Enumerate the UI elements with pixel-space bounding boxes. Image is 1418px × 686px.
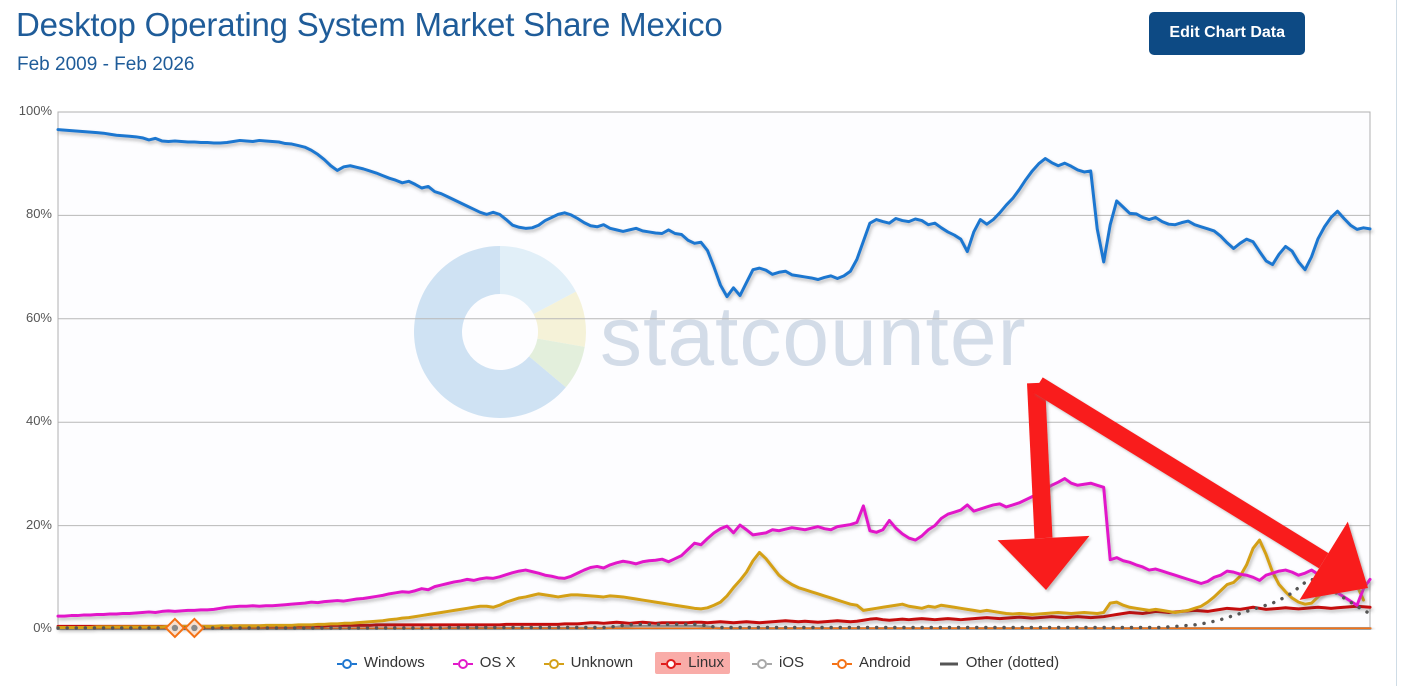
chart-plot-area: 0% 20% 40% 60% 80% 100% statcounter xyxy=(0,95,1396,640)
legend-item-windows[interactable]: Windows xyxy=(331,652,431,674)
page-right-gutter xyxy=(1397,0,1418,686)
svg-text:statcounter: statcounter xyxy=(600,289,1027,383)
y-axis-tick-20: 20% xyxy=(25,516,52,532)
circle-line-icon xyxy=(661,657,682,669)
series-line-unknown xyxy=(56,538,1365,629)
legend-item-linux[interactable]: Linux xyxy=(655,652,730,674)
legend-label: Android xyxy=(859,654,911,671)
circle-line-icon xyxy=(752,657,772,669)
y-axis-tick-60: 60% xyxy=(25,309,52,325)
y-axis-tick-40: 40% xyxy=(25,413,52,429)
dash-line-icon xyxy=(939,657,959,669)
legend-label: Linux xyxy=(688,654,724,671)
series-line-windows xyxy=(56,128,1372,299)
legend-label: iOS xyxy=(779,654,805,671)
legend-label: Other (dotted) xyxy=(965,654,1060,671)
red-down-arrow xyxy=(997,382,1090,590)
chart-svg: statcounter xyxy=(56,111,1372,639)
legend-item-unknown[interactable]: Unknown xyxy=(538,652,640,674)
legend-label: OS X xyxy=(479,654,516,671)
page-title: Desktop Operating System Market Share Me… xyxy=(16,6,723,43)
series-line-os-x xyxy=(56,477,1372,618)
circle-line-icon xyxy=(543,657,564,669)
edit-chart-data-button[interactable]: Edit Chart Data xyxy=(1149,12,1305,55)
chart-header: Desktop Operating System Market Share Me… xyxy=(0,0,1396,95)
annotation-layer xyxy=(997,377,1368,600)
legend-item-other-dotted[interactable]: Other (dotted) xyxy=(933,652,1065,674)
page-right-border xyxy=(1396,0,1397,686)
legend-label: Unknown xyxy=(570,654,634,671)
circle-line-icon xyxy=(452,657,473,669)
y-axis-tick-80: 80% xyxy=(25,206,52,222)
chart-legend: Windows OS X Unknown Linux iOS Android Other (… xyxy=(0,640,1396,686)
legend-item-ios[interactable]: iOS xyxy=(746,652,810,674)
legend-item-os-x[interactable]: OS X xyxy=(447,652,522,674)
page-subtitle: Feb 2009 - Feb 2026 xyxy=(17,54,195,75)
circle-line-icon xyxy=(336,657,357,669)
y-axis-tick-100: 100% xyxy=(18,103,52,118)
chart-series-group xyxy=(56,128,1372,631)
legend-item-android[interactable]: Android xyxy=(826,652,917,674)
series-point-markers xyxy=(164,617,205,639)
series-line-other-dotted xyxy=(56,577,1372,630)
y-axis-tick-0: 0% xyxy=(33,620,52,635)
y-axis-tick-labels: 0% 20% 40% 60% 80% 100% xyxy=(0,95,52,640)
circle-line-icon xyxy=(832,657,853,669)
legend-label: Windows xyxy=(363,654,425,671)
red-diagonal-arrow xyxy=(1033,377,1368,600)
statcounter-watermark: statcounter xyxy=(414,246,1027,418)
